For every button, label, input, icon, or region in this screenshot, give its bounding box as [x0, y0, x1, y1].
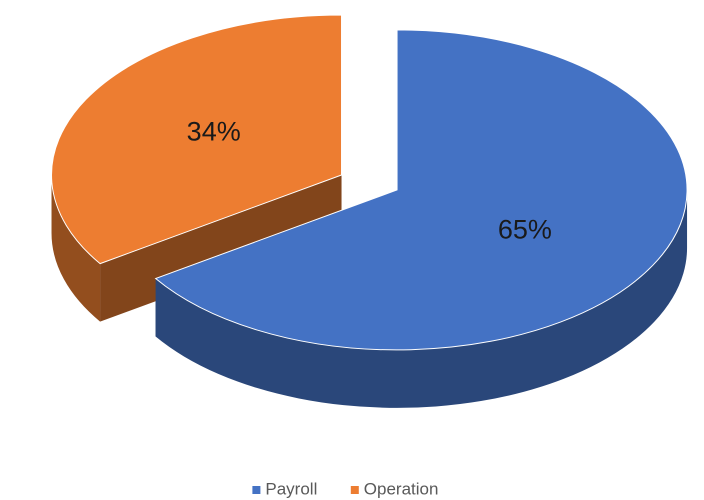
data-label: 34%	[187, 117, 241, 147]
slice-wall	[155, 189, 688, 408]
data-label: 65%	[498, 215, 552, 245]
slice	[51, 14, 343, 265]
slice-wall	[51, 175, 101, 322]
legend-swatch	[252, 486, 261, 494]
slice	[154, 29, 688, 351]
legend-label: Operation	[364, 479, 439, 498]
legend-swatch	[350, 486, 359, 494]
legend-label: Payroll	[265, 479, 317, 498]
